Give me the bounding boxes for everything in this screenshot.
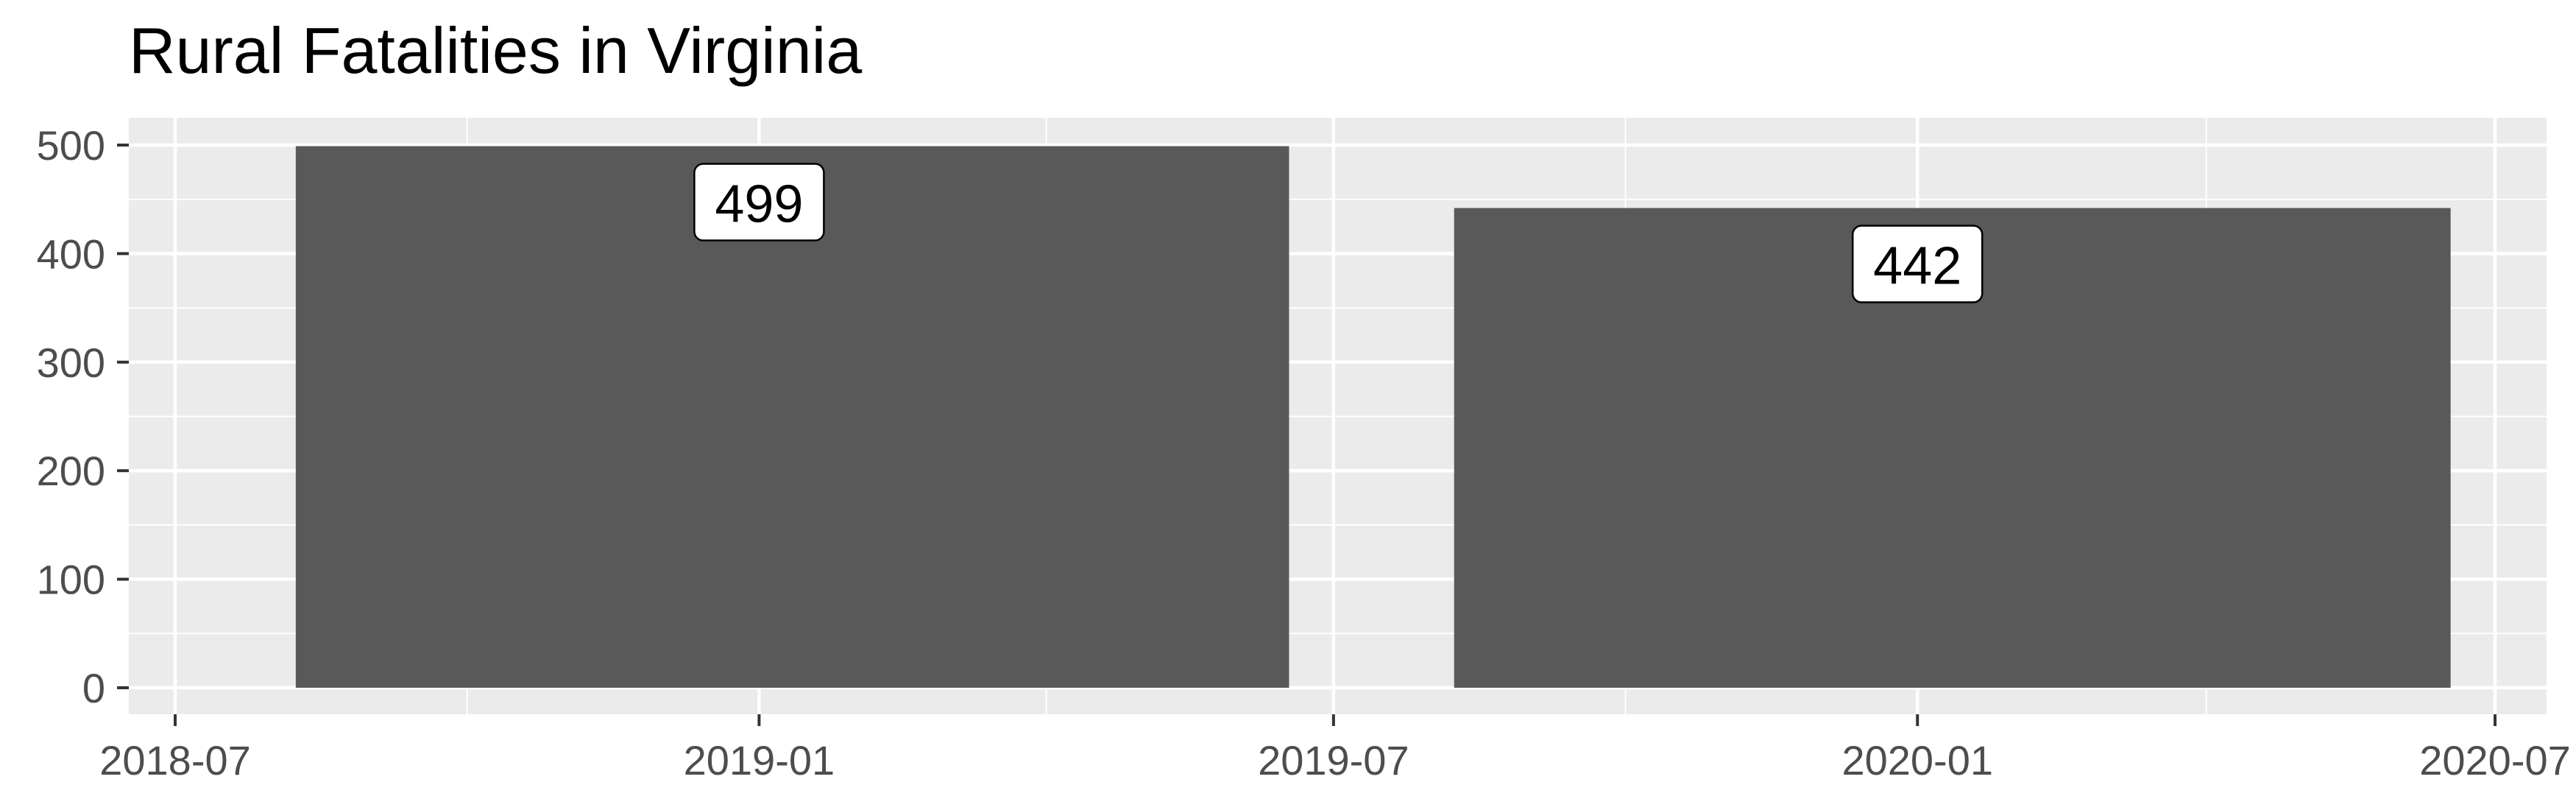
data-label: 499 <box>715 175 803 233</box>
data-label-box <box>693 163 825 242</box>
x-tick-label: 2019-07 <box>1258 737 1409 783</box>
x-tick-label: 2019-01 <box>684 737 835 783</box>
y-tick-label: 100 <box>37 557 105 603</box>
y-tick-label: 500 <box>37 122 105 169</box>
y-tick-label: 0 <box>82 665 105 711</box>
chart-title: Rural Fatalities in Virginia <box>129 14 863 87</box>
x-tick-label: 2020-07 <box>2419 737 2571 783</box>
y-tick-label: 400 <box>37 230 105 277</box>
x-tick-label: 2020-01 <box>1841 737 1993 783</box>
y-tick-label: 200 <box>37 448 105 494</box>
data-label: 442 <box>1873 236 1961 295</box>
x-tick-label: 2018-07 <box>99 737 251 783</box>
data-label-box <box>1851 225 1984 303</box>
y-tick-label: 300 <box>37 339 105 386</box>
